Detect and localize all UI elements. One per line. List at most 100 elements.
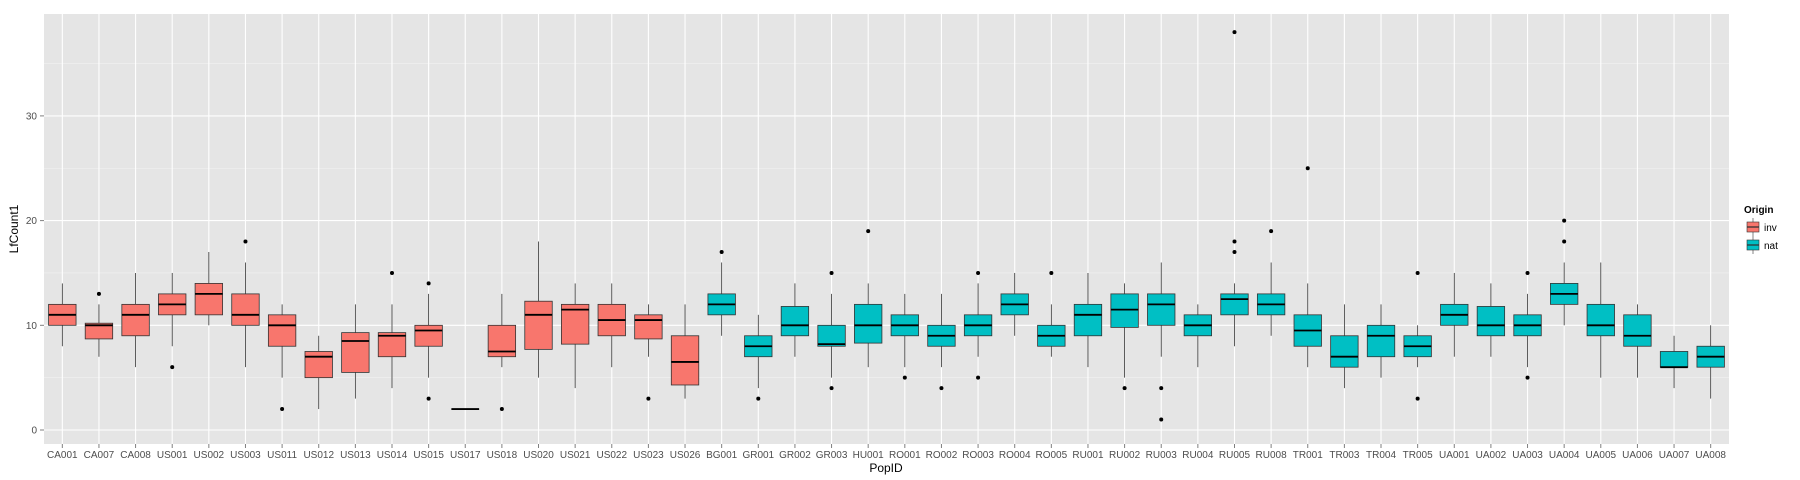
box-US001 xyxy=(158,272,187,370)
outlier-point xyxy=(96,291,101,296)
box-RO003 xyxy=(963,270,993,380)
iqr-box xyxy=(414,324,443,347)
iqr-box xyxy=(121,303,150,337)
y-tick-label: 0 xyxy=(31,426,37,437)
outlier-point xyxy=(426,281,431,286)
iqr-box xyxy=(194,283,223,316)
iqr-box xyxy=(1330,335,1359,368)
box-US026 xyxy=(670,304,700,399)
outlier-point xyxy=(902,375,907,380)
box-US012 xyxy=(304,335,333,410)
iqr-box xyxy=(561,303,590,345)
x-tick-label: GR001 xyxy=(742,450,774,461)
outlier-point xyxy=(1415,396,1420,401)
iqr-box xyxy=(524,300,553,350)
box-TR004 xyxy=(1366,304,1396,378)
outlier-point xyxy=(1269,229,1274,234)
box-GR001 xyxy=(744,314,773,401)
outlier-point xyxy=(243,239,248,244)
legend: Origin inv nat xyxy=(1744,205,1778,254)
iqr-box xyxy=(780,306,810,337)
x-axis-title: PopID xyxy=(869,461,903,475)
box-US018 xyxy=(487,293,517,412)
x-tick-label: US020 xyxy=(523,450,554,461)
outlier-point xyxy=(976,375,981,380)
iqr-box xyxy=(854,303,883,344)
x-axis-ticks: CA001 CA007 CA008 US001 US002 US003 US011 US012… xyxy=(47,444,1726,461)
iqr-box xyxy=(1073,303,1103,337)
x-tick-label: UA005 xyxy=(1586,450,1617,461)
x-tick-label: US023 xyxy=(633,450,664,461)
iqr-box xyxy=(1220,293,1249,316)
box-US002 xyxy=(194,252,223,326)
box-GR003 xyxy=(817,270,846,391)
outlier-point xyxy=(939,386,944,391)
x-tick-label: US014 xyxy=(377,450,408,461)
box-RU002 xyxy=(1110,283,1139,391)
x-tick-label: RO001 xyxy=(889,450,921,461)
x-tick-label: UA003 xyxy=(1512,450,1543,461)
y-axis-ticks: 0 10 20 30 xyxy=(26,111,44,437)
iqr-box xyxy=(231,293,260,326)
box-UA001 xyxy=(1440,272,1469,357)
box-series xyxy=(48,30,1725,422)
iqr-box xyxy=(1586,303,1615,337)
x-tick-label: RO004 xyxy=(999,450,1031,461)
x-tick-label: US011 xyxy=(267,450,297,461)
x-tick-label: TR001 xyxy=(1293,450,1323,461)
iqr-box xyxy=(670,335,700,386)
x-tick-label: CA007 xyxy=(84,450,115,461)
box-US013 xyxy=(341,304,370,399)
x-tick-label: RU002 xyxy=(1109,450,1141,461)
outlier-point xyxy=(1159,417,1164,422)
box-UA006 xyxy=(1623,304,1652,378)
x-tick-label: US026 xyxy=(670,450,701,461)
iqr-box xyxy=(1366,324,1396,358)
outlier-point xyxy=(1562,218,1567,223)
outlier-point xyxy=(1122,386,1127,391)
x-tick-label: RU008 xyxy=(1256,450,1288,461)
outlier-point xyxy=(866,229,871,234)
x-tick-label: RO002 xyxy=(926,450,958,461)
box-UA002 xyxy=(1476,283,1506,357)
box-RO002 xyxy=(927,293,956,391)
x-tick-label: TR003 xyxy=(1329,450,1359,461)
box-UA008 xyxy=(1696,325,1725,399)
outlier-point xyxy=(1525,375,1530,380)
x-tick-label: UA008 xyxy=(1695,450,1726,461)
x-tick-label: RU003 xyxy=(1146,450,1178,461)
outlier-point xyxy=(829,386,834,391)
x-tick-label: US018 xyxy=(487,450,518,461)
x-tick-label: US021 xyxy=(560,450,591,461)
box-RU003 xyxy=(1147,262,1176,422)
outlier-point xyxy=(1232,30,1237,35)
outlier-point xyxy=(1562,239,1567,244)
x-tick-label: BG001 xyxy=(706,450,738,461)
outlier-point xyxy=(1525,270,1530,275)
y-tick-label: 30 xyxy=(26,111,38,122)
x-tick-label: RU001 xyxy=(1072,450,1104,461)
outlier-point xyxy=(1049,270,1054,275)
box-UA005 xyxy=(1586,262,1615,378)
iqr-box xyxy=(341,332,370,373)
outlier-point xyxy=(499,407,504,412)
box-UA007 xyxy=(1659,335,1689,389)
box-UA004 xyxy=(1550,218,1579,326)
box-US014 xyxy=(377,270,407,389)
box-TR005 xyxy=(1403,270,1432,401)
box-HU001 xyxy=(854,229,883,368)
box-TR003 xyxy=(1330,304,1359,389)
outlier-point xyxy=(1415,270,1420,275)
box-CA008 xyxy=(121,272,150,368)
box-US022 xyxy=(597,283,626,368)
box-US021 xyxy=(561,283,590,389)
x-tick-label: UA004 xyxy=(1549,450,1580,461)
box-CA007 xyxy=(84,291,114,357)
outlier-point xyxy=(389,270,394,275)
x-tick-label: UA001 xyxy=(1439,450,1470,461)
x-tick-label: HU001 xyxy=(853,450,885,461)
box-RU008 xyxy=(1256,229,1286,336)
box-US023 xyxy=(634,304,663,401)
outlier-point xyxy=(426,396,431,401)
